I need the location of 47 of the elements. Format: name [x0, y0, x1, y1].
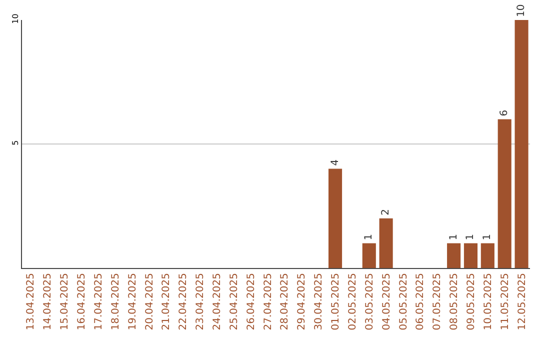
x-tick-label: 26.04.2025: [246, 273, 257, 330]
x-tick-label: 14.04.2025: [42, 273, 54, 330]
data-label: 6: [499, 110, 510, 116]
x-tick-label: 21.04.2025: [161, 273, 172, 330]
x-tick-label: 08.05.2025: [449, 273, 460, 330]
x-tick-label: 25.04.2025: [228, 273, 240, 330]
bar: [514, 20, 528, 268]
data-label: 1: [364, 234, 375, 240]
x-tick-label: 13.04.2025: [26, 273, 37, 330]
data-label: 1: [465, 234, 476, 240]
x-tick-label: 22.04.2025: [178, 273, 190, 330]
bar: [447, 243, 461, 268]
bar: [480, 243, 494, 268]
data-label: 4: [330, 159, 341, 166]
x-tick-label: 17.04.2025: [93, 273, 104, 330]
bar: [464, 243, 478, 268]
data-label: 10: [516, 4, 528, 17]
x-tick-label: 24.04.2025: [212, 273, 223, 330]
x-tick-label: 16.04.2025: [76, 273, 88, 330]
bar: [328, 168, 342, 268]
x-tick-label: 09.05.2025: [466, 273, 477, 330]
x-tick-label: 01.05.2025: [330, 273, 342, 330]
x-tick-label: 10.05.2025: [482, 273, 494, 330]
x-tick-label: 18.04.2025: [110, 273, 122, 330]
bar: [379, 218, 393, 268]
data-label: 2: [380, 209, 392, 216]
bar: [498, 119, 512, 268]
data-label: 1: [448, 234, 460, 240]
x-tick-label: 27.04.2025: [262, 273, 274, 330]
x-tick-label: 15.04.2025: [60, 273, 71, 330]
x-tick-label: 12.05.2025: [516, 273, 528, 330]
x-tick-label: 11.05.2025: [500, 273, 511, 330]
x-tick-label: 06.05.2025: [415, 273, 426, 330]
x-tick-label: 29.04.2025: [296, 273, 308, 330]
x-tick-label: 05.05.2025: [398, 273, 410, 330]
x-tick-label: 03.05.2025: [364, 273, 376, 330]
x-tick-label: 02.05.2025: [347, 273, 358, 330]
bar: [362, 243, 376, 268]
x-tick-label: 23.04.2025: [195, 273, 206, 330]
x-tick-label: 20.04.2025: [144, 273, 156, 330]
y-tick-label: 5: [10, 140, 20, 146]
x-tick-label: 07.05.2025: [432, 273, 444, 330]
data-label: 1: [482, 234, 494, 240]
x-tick-label: 04.05.2025: [381, 273, 392, 330]
x-tick-label: 19.04.2025: [127, 273, 138, 330]
x-tick-label: 30.04.2025: [314, 273, 325, 330]
x-tick-label: 28.04.2025: [280, 273, 291, 330]
